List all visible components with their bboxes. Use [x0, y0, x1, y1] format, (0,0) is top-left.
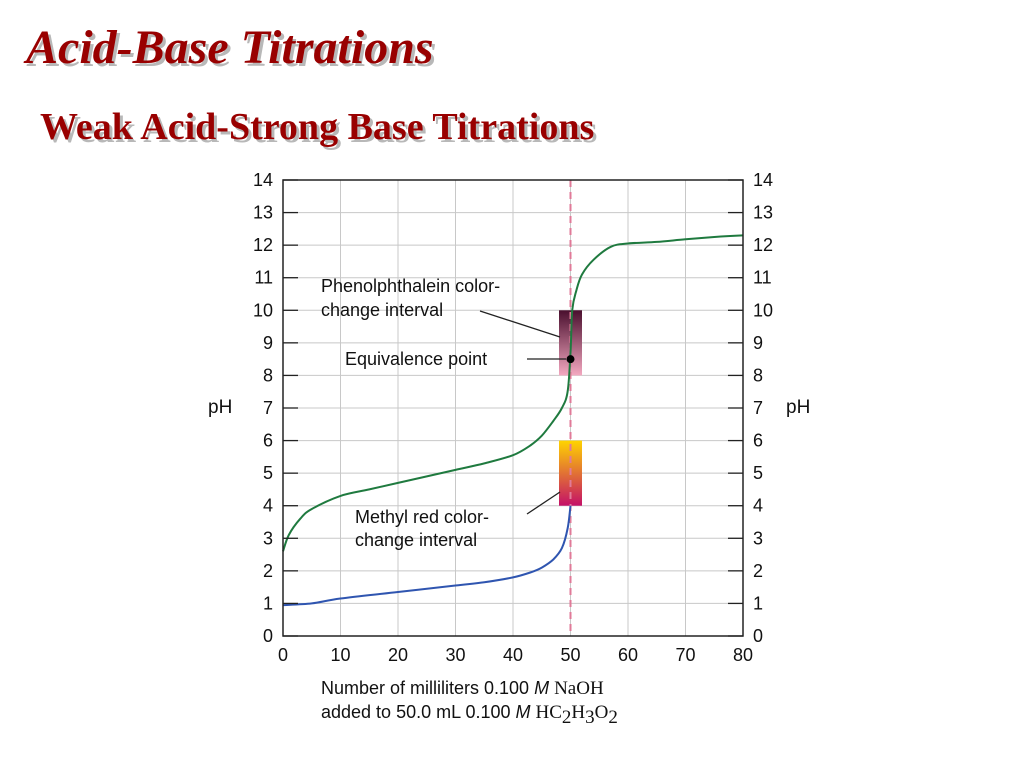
- y-tick-label-right: 10: [753, 300, 773, 320]
- y-tick-label-left: 8: [263, 365, 273, 385]
- y-tick-label-right: 1: [753, 593, 763, 613]
- y-tick-label-right: 0: [753, 626, 763, 646]
- x-axis-label-line2: added to 50.0 mL 0.100 M HC2H3O2: [321, 702, 618, 728]
- y-tick-label-right: 9: [753, 333, 763, 353]
- y-tick-label-right: 13: [753, 203, 773, 223]
- y-tick-label-right: 11: [753, 268, 772, 288]
- x-tick-label: 60: [618, 645, 638, 665]
- y-tick-label-left: 2: [263, 561, 273, 581]
- y-tick-label-left: 3: [263, 528, 273, 548]
- y-tick-label-left: 0: [263, 626, 273, 646]
- y-tick-label-left: 7: [263, 398, 273, 418]
- y-tick-label-left: 10: [253, 300, 273, 320]
- slide-title: Acid-Base Titrations: [26, 21, 434, 74]
- y-tick-label-right: 12: [753, 235, 773, 255]
- y-tick-label-right: 3: [753, 528, 763, 548]
- y-tick-label-right: 4: [753, 496, 763, 516]
- y-tick-label-right: 14: [753, 170, 773, 190]
- y-tick-label-left: 14: [253, 170, 273, 190]
- y-tick-label-left: 13: [253, 203, 273, 223]
- x-label-line1-prefix: Number of milliliters 0.100: [321, 678, 534, 698]
- phenolphthalein-label-line1: Phenolphthalein color-: [321, 276, 500, 296]
- strong-acid-curve: [282, 505, 572, 607]
- y-axis-label-right: pH: [786, 397, 810, 418]
- x-label-line2-prefix: added to 50.0 mL 0.100: [321, 702, 515, 722]
- methyl-red-label-line2: change interval: [355, 530, 477, 550]
- y-tick-label-left: 6: [263, 431, 273, 451]
- x-axis-label-line1: Number of milliliters 0.100 M NaOH: [321, 678, 604, 699]
- x-label-line2-chem-2: H: [571, 702, 585, 723]
- y-tick-label-left: 11: [254, 268, 273, 288]
- x-label-line2-sub-3: 2: [608, 707, 618, 728]
- equivalence-annotation: Equivalence point: [345, 349, 566, 369]
- x-tick-label: 40: [503, 645, 523, 665]
- y-tick-label-right: 2: [753, 561, 763, 581]
- x-tick-label: 70: [675, 645, 695, 665]
- x-tick-label: 30: [445, 645, 465, 665]
- x-label-line1-unit: M: [534, 678, 549, 698]
- x-tick-label: 0: [278, 645, 288, 665]
- phenolphthalein-label-line2: change interval: [321, 300, 443, 320]
- y-tick-label-right: 6: [753, 431, 763, 451]
- y-tick-label-left: 1: [263, 593, 273, 613]
- x-tick-label: 20: [388, 645, 408, 665]
- x-label-line2-chem-1: HC: [535, 702, 561, 723]
- methyl-red-annotation: Methyl red color- change interval: [355, 491, 561, 550]
- y-tick-label-left: 12: [253, 235, 273, 255]
- y-tick-label-left: 9: [263, 333, 273, 353]
- x-label-line1-chem: NaOH: [554, 678, 604, 699]
- methyl-red-leader: [526, 491, 561, 515]
- slide-subtitle: Weak Acid-Strong Base Titrations: [40, 106, 595, 148]
- x-tick-label: 10: [330, 645, 350, 665]
- x-label-line2-sub-1: 2: [562, 707, 572, 728]
- x-tick-label: 80: [733, 645, 753, 665]
- y-tick-label-right: 7: [753, 398, 763, 418]
- axis-ticks: 0 10 20 30 40 50 60 70 800 01 12 23 34 45 56 67 78 89 910 1…: [253, 170, 773, 665]
- x-tick-label: 50: [560, 645, 580, 665]
- weak-acid-curve: [282, 234, 744, 552]
- y-axis-label-left: pH: [208, 397, 232, 418]
- phenolphthalein-annotation: Phenolphthalein color- change interval: [321, 276, 561, 338]
- y-tick-label-left: 5: [263, 463, 273, 483]
- y-tick-label-right: 8: [753, 365, 763, 385]
- equivalence-label: Equivalence point: [345, 349, 487, 369]
- x-label-line2-chem-3: O: [595, 702, 609, 723]
- y-tick-label-left: 4: [263, 496, 273, 516]
- curves: [282, 234, 744, 607]
- x-label-line2-unit: M: [515, 702, 530, 722]
- x-label-line2-sub-2: 3: [585, 707, 595, 728]
- equivalence-point-marker: [566, 355, 575, 364]
- y-tick-label-right: 5: [753, 463, 763, 483]
- methyl-red-label-line1: Methyl red color-: [355, 507, 489, 527]
- grid: [283, 180, 743, 636]
- phenolphthalein-leader: [479, 310, 561, 338]
